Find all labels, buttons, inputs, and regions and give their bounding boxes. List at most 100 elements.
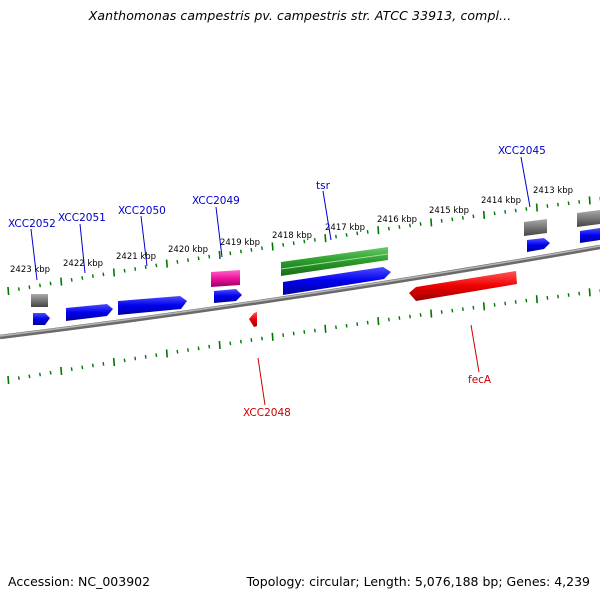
- kbp-tick-minor: [335, 234, 337, 239]
- kbp-tick-minor: [91, 363, 94, 368]
- kbp-tick-major: [7, 286, 10, 296]
- other-feature-green-divider: [280, 253, 389, 270]
- gene-label-xcc2051[interactable]: XCC2051: [58, 212, 106, 224]
- kbp-tick-minor: [17, 287, 20, 292]
- kbp-tick-minor: [557, 294, 559, 299]
- kbp-tick-major: [271, 332, 274, 341]
- kbp-tick-minor: [39, 372, 41, 377]
- gene-label-leader: [520, 156, 531, 208]
- kbp-tick-minor: [451, 308, 454, 313]
- gene-label-xcc2049[interactable]: XCC2049: [192, 195, 240, 207]
- cds-reverse-arrow[interactable]: [409, 271, 517, 301]
- kbp-tick-minor: [28, 285, 31, 290]
- kbp-tick-minor: [514, 208, 517, 213]
- kbp-tick-major: [271, 242, 274, 251]
- cds-forward-arrow[interactable]: [527, 238, 550, 252]
- gene-feature-gray[interactable]: [524, 219, 547, 236]
- gene-label-feca[interactable]: fecA: [468, 374, 492, 386]
- kbp-tick-major: [430, 309, 433, 318]
- gene-label-leader: [140, 215, 148, 267]
- cds-forward-arrow[interactable]: [33, 313, 50, 325]
- kbp-tick-major: [535, 203, 538, 212]
- gene-label-leader: [257, 357, 266, 406]
- kbp-tick-minor: [123, 358, 126, 363]
- kbp-tick-minor: [197, 256, 200, 261]
- accession-text: Accession: NC_003902: [8, 574, 151, 589]
- kbp-tick-major: [324, 234, 327, 243]
- gene-label-leader: [322, 190, 332, 241]
- kbp-tick-minor: [102, 272, 105, 277]
- kbp-tick-major: [165, 349, 168, 358]
- kbp-tick-minor: [451, 217, 454, 222]
- kbp-tick-minor: [366, 229, 369, 234]
- gene-label-xcc2050[interactable]: XCC2050: [118, 205, 166, 217]
- kbp-tick-major: [60, 277, 63, 286]
- gene-label-tsr[interactable]: tsr: [316, 180, 331, 192]
- kbp-tick-minor: [578, 291, 581, 296]
- cds-forward-arrow[interactable]: [283, 267, 391, 295]
- kbp-tick-minor: [282, 242, 285, 247]
- kbp-tick-minor: [239, 339, 242, 344]
- kbp-tick-minor: [229, 251, 232, 256]
- kbp-tick-minor: [493, 211, 496, 216]
- kbp-tick-minor: [525, 298, 528, 303]
- kbp-tick-minor: [144, 354, 147, 359]
- kbp-tick-minor: [197, 346, 200, 351]
- kbp-tick-major: [588, 196, 591, 205]
- gene-label-xcc2052[interactable]: XCC2052: [8, 218, 56, 230]
- kbp-tick-minor: [398, 225, 401, 229]
- kbp-label: 2417 kbp: [325, 223, 365, 233]
- gene-label-leader: [470, 324, 480, 373]
- kbp-tick-minor: [419, 313, 422, 317]
- cds-forward-arrow[interactable]: [66, 304, 113, 321]
- kbp-tick-major: [430, 218, 433, 227]
- gene-label-leader: [79, 223, 86, 274]
- cds-forward-arrow[interactable]: [118, 296, 187, 315]
- rna-feature[interactable]: [211, 270, 240, 287]
- kbp-tick-minor: [261, 246, 263, 251]
- kbp-tick-minor: [356, 231, 359, 236]
- kbp-tick-minor: [345, 233, 348, 237]
- kbp-label: 2415 kbp: [429, 206, 469, 216]
- kbp-tick-ring-outer: [7, 196, 600, 296]
- kbp-tick-minor: [155, 353, 158, 358]
- kbp-tick-minor: [70, 277, 73, 282]
- kbp-tick-minor: [493, 302, 496, 307]
- gene-label-xcc2048[interactable]: XCC2048: [243, 407, 291, 419]
- kbp-tick-major: [482, 210, 486, 219]
- kbp-tick-minor: [567, 293, 570, 297]
- kbp-tick-minor: [461, 307, 464, 312]
- gene-feature-gray[interactable]: [31, 294, 48, 307]
- kbp-label: 2413 kbp: [533, 186, 573, 196]
- kbp-tick-minor: [313, 237, 316, 242]
- kbp-label: 2419 kbp: [220, 238, 260, 248]
- kbp-tick-minor: [461, 215, 464, 220]
- kbp-tick-minor: [17, 376, 20, 381]
- kbp-tick-major: [377, 317, 380, 326]
- gene-label-xcc2045[interactable]: XCC2045: [498, 145, 546, 157]
- kbp-label: 2414 kbp: [481, 196, 521, 206]
- kbp-tick-major: [218, 340, 221, 350]
- kbp-tick-major: [112, 358, 116, 367]
- gene-feature-gray[interactable]: [577, 210, 600, 227]
- kbp-tick-minor: [292, 241, 295, 246]
- kbp-tick-minor: [208, 344, 211, 349]
- cds-forward-arrow[interactable]: [214, 289, 242, 303]
- kbp-tick-minor: [282, 333, 285, 338]
- kbp-tick-minor: [345, 323, 348, 328]
- kbp-tick-minor: [81, 365, 84, 370]
- kbp-tick-minor: [91, 274, 94, 279]
- kbp-tick-minor: [546, 295, 549, 300]
- kbp-tick-minor: [419, 222, 422, 226]
- kbp-tick-minor: [123, 268, 126, 273]
- cds-forward-arrow[interactable]: [580, 228, 600, 243]
- gene-label-leader: [30, 228, 38, 281]
- kbp-tick-minor: [335, 325, 337, 330]
- kbp-tick-minor: [239, 249, 242, 254]
- kbp-tick-minor: [472, 305, 475, 310]
- kbp-tick-minor: [261, 336, 263, 341]
- kbp-tick-minor: [303, 239, 306, 244]
- cds-reverse-arrow[interactable]: [249, 312, 257, 327]
- kbp-label: 2416 kbp: [377, 215, 417, 225]
- kbp-tick-major: [165, 259, 168, 268]
